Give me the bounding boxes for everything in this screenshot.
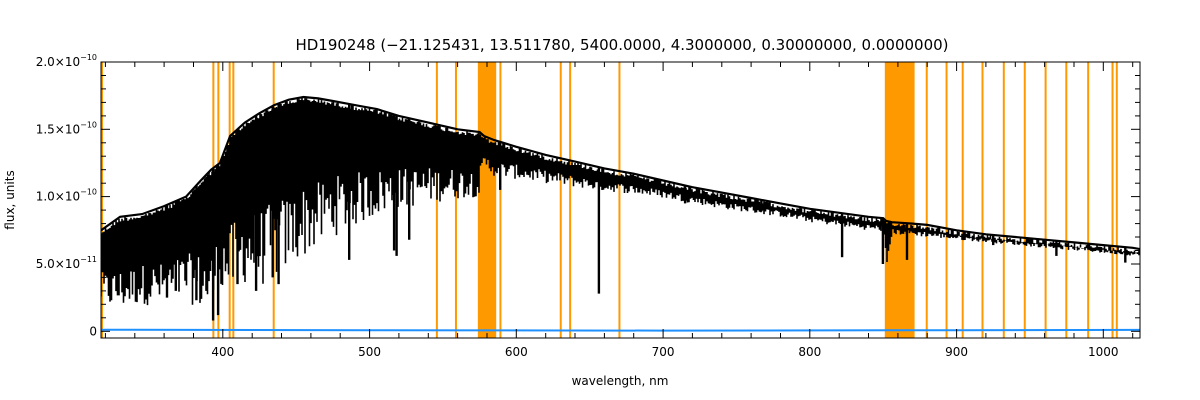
mask-band bbox=[1065, 62, 1068, 338]
error-series bbox=[101, 328, 1140, 332]
mask-band bbox=[454, 62, 457, 338]
x-tick-label: 700 bbox=[652, 345, 675, 359]
spectrum-line bbox=[101, 97, 1140, 306]
mask-band bbox=[1111, 62, 1114, 338]
x-axis-label: wavelength, nm bbox=[572, 374, 669, 388]
x-tick-label: 1000 bbox=[1088, 345, 1119, 359]
y-tick-label: 1.0×10−10 bbox=[36, 188, 97, 204]
plot-frame bbox=[100, 61, 1141, 339]
axes: 400 500 600 700 800 900 1000 0 5.0×10−11 1.0×10−1… bbox=[36, 53, 1141, 359]
y-tick-label: 0 bbox=[89, 324, 97, 338]
mask-band bbox=[1115, 62, 1118, 338]
mask-band bbox=[477, 62, 497, 338]
mask-band bbox=[945, 62, 948, 338]
mask-band bbox=[1023, 62, 1026, 338]
mask-band bbox=[569, 62, 572, 338]
mask-band bbox=[925, 62, 928, 338]
mask-band bbox=[961, 62, 964, 338]
mask-band bbox=[884, 62, 915, 338]
mask-band bbox=[981, 62, 984, 338]
mask-band bbox=[559, 62, 562, 338]
y-tick-label: 1.5×10−10 bbox=[36, 120, 97, 136]
mask-band bbox=[1087, 62, 1090, 338]
y-axis-label: flux, units bbox=[3, 170, 17, 229]
mask-band bbox=[1002, 62, 1005, 338]
mask-band bbox=[618, 62, 621, 338]
x-tick-label: 400 bbox=[211, 345, 234, 359]
error-line bbox=[101, 328, 1140, 332]
x-tick-label: 500 bbox=[358, 345, 381, 359]
x-tick-label: 600 bbox=[505, 345, 528, 359]
mask-band bbox=[499, 62, 502, 338]
mask-band bbox=[1044, 62, 1047, 338]
spectrum-series bbox=[101, 95, 1140, 321]
mask-bands bbox=[101, 62, 1118, 338]
x-tick-label: 900 bbox=[945, 345, 968, 359]
y-tick-label: 5.0×10−11 bbox=[36, 255, 97, 271]
chart-title: HD190248 (−21.125431, 13.511780, 5400.00… bbox=[295, 36, 948, 54]
x-tick-label: 800 bbox=[798, 345, 821, 359]
mask-band bbox=[435, 62, 438, 338]
mask-band bbox=[101, 62, 103, 338]
y-tick-label: 2.0×10−10 bbox=[36, 53, 97, 69]
